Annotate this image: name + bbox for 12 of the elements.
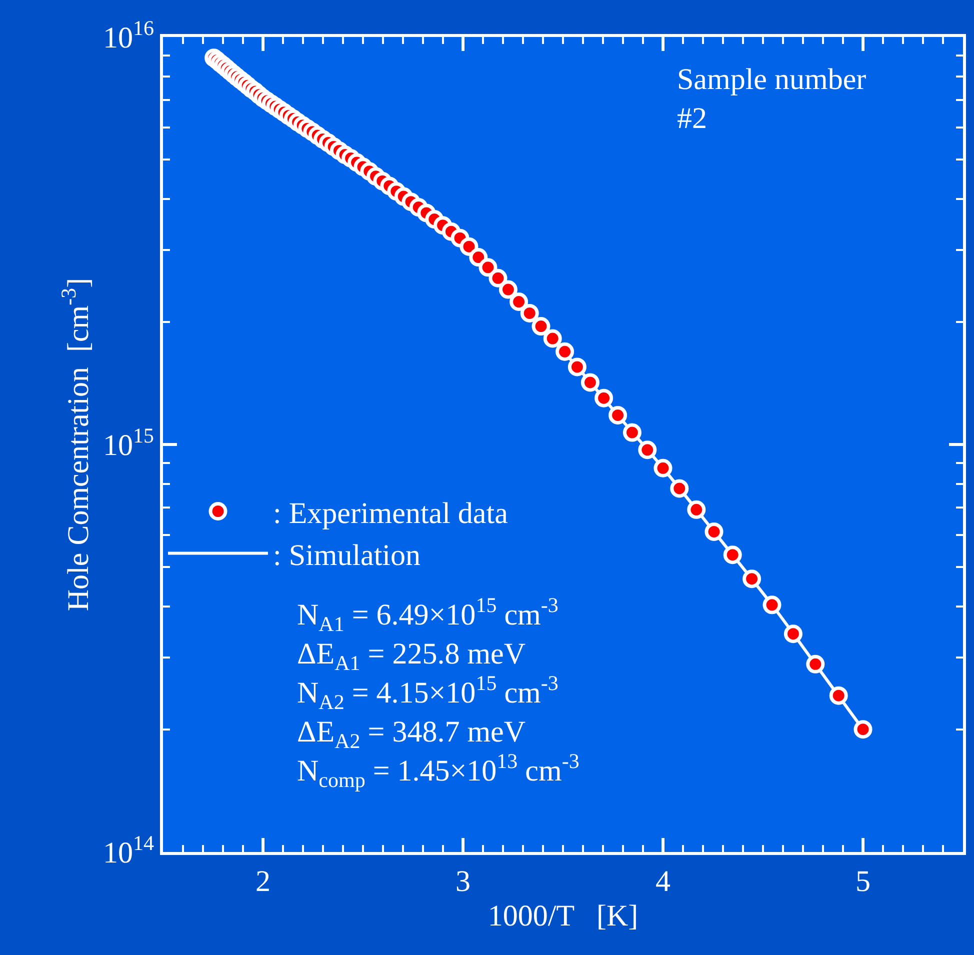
x-axis-title: 1000/T [K] (488, 900, 638, 932)
annotation: Sample number #2 (677, 63, 866, 135)
annotation: N$_{A1}$ = 6.49×10$^{15}$ cm$^{-3}$ (297, 593, 558, 636)
x-tick-label: 4 (656, 865, 670, 898)
legend-label: : Simulation (273, 538, 421, 572)
y-tick-label: 10$^{16}$ (103, 16, 154, 54)
legend-label: : Experimental data (273, 496, 508, 530)
x-tick-label: 5 (856, 865, 870, 898)
y-tick-label: 10$^{15}$ (103, 423, 154, 462)
y-tick-label: 10$^{14}$ (103, 830, 154, 870)
x-tick-label: 3 (456, 865, 470, 898)
x-tick-label: 2 (256, 865, 270, 898)
